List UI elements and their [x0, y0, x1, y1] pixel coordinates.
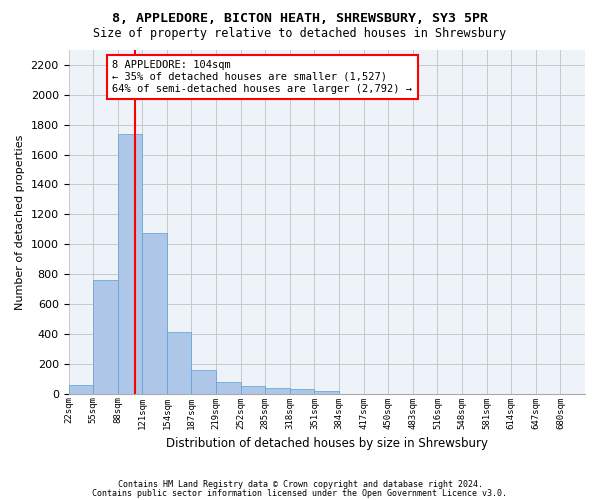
Bar: [118, 134, 142, 394]
Bar: [314, 390, 339, 394]
Bar: [241, 386, 265, 394]
Bar: [265, 388, 290, 394]
X-axis label: Distribution of detached houses by size in Shrewsbury: Distribution of detached houses by size …: [166, 437, 488, 450]
Text: 8, APPLEDORE, BICTON HEATH, SHREWSBURY, SY3 5PR: 8, APPLEDORE, BICTON HEATH, SHREWSBURY, …: [112, 12, 488, 26]
Bar: [68, 386, 93, 394]
Y-axis label: Number of detached properties: Number of detached properties: [15, 134, 25, 310]
Bar: [167, 332, 191, 394]
Bar: [290, 389, 314, 394]
Text: Size of property relative to detached houses in Shrewsbury: Size of property relative to detached ho…: [94, 28, 506, 40]
Text: Contains public sector information licensed under the Open Government Licence v3: Contains public sector information licen…: [92, 488, 508, 498]
Bar: [216, 382, 241, 394]
Bar: [191, 370, 216, 394]
Text: Contains HM Land Registry data © Crown copyright and database right 2024.: Contains HM Land Registry data © Crown c…: [118, 480, 482, 489]
Bar: [142, 233, 167, 394]
Bar: [93, 280, 118, 394]
Text: 8 APPLEDORE: 104sqm
← 35% of detached houses are smaller (1,527)
64% of semi-det: 8 APPLEDORE: 104sqm ← 35% of detached ho…: [112, 60, 412, 94]
